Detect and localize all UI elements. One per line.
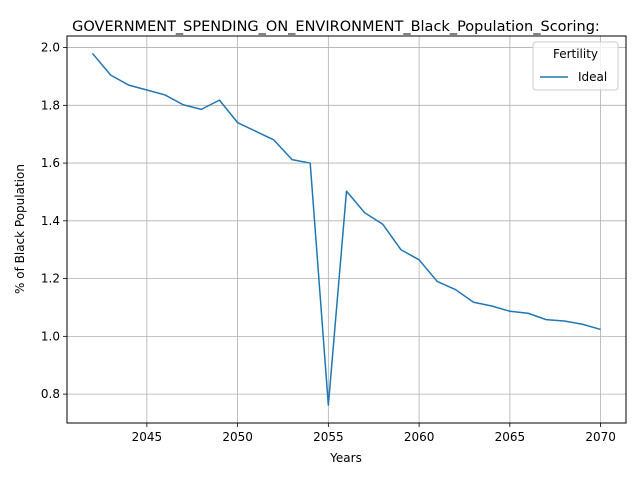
series-layer [91,52,602,407]
y-tick-label: 0.8 [41,387,60,401]
data-point [145,89,148,92]
data-point [127,84,130,87]
chart-title: GOVERNMENT_SPENDING_ON_ENVIRONMENT_Black… [72,19,600,35]
data-point [508,310,511,313]
grid [67,36,626,423]
data-point [363,211,366,214]
data-point [399,248,402,251]
legend-box [532,41,619,91]
data-point [490,305,493,308]
x-tick-label: 2045 [132,430,163,444]
data-point [291,158,294,161]
data-point [218,99,221,102]
legend-label-ideal: Ideal [578,70,607,84]
data-point [563,320,566,323]
data-point [436,280,439,283]
data-point [599,328,602,331]
x-tick-label: 2065 [495,430,526,444]
data-point [526,312,529,315]
series-line-ideal [91,52,601,406]
plot-area-frame [66,35,627,424]
data-point [272,138,275,141]
data-point [327,404,330,407]
axis-ticks: 2045 2050 2055 2060 2065 2070 0.8 1.0 1.2 1.4 1.6 1… [41,41,616,444]
legend-title: Fertility [553,47,598,61]
x-tick-label: 2055 [313,430,344,444]
data-point [581,323,584,326]
y-tick-label: 1.6 [41,156,60,170]
data-point [381,223,384,226]
x-axis-label: Years [329,451,362,465]
data-point [345,190,348,193]
data-point [545,318,548,321]
data-point [454,288,457,291]
data-point [200,108,203,111]
x-tick-label: 2050 [222,430,253,444]
data-point [164,93,167,96]
data-point [182,103,185,106]
data-point [472,301,475,304]
y-tick-label: 1.4 [41,214,60,228]
y-tick-label: 2.0 [41,41,60,55]
data-point [418,258,421,261]
data-point [236,121,239,124]
data-point [109,73,112,76]
data-point [91,52,94,55]
x-tick-label: 2070 [585,430,616,444]
x-tick-label: 2060 [404,430,435,444]
y-axis-label: % of Black Population [13,164,27,294]
legend: Fertility Ideal [532,41,619,91]
data-point [254,130,257,133]
y-tick-label: 1.2 [41,272,60,286]
data-point [309,162,312,165]
y-tick-label: 1.0 [41,329,60,343]
y-tick-label: 1.8 [41,98,60,112]
